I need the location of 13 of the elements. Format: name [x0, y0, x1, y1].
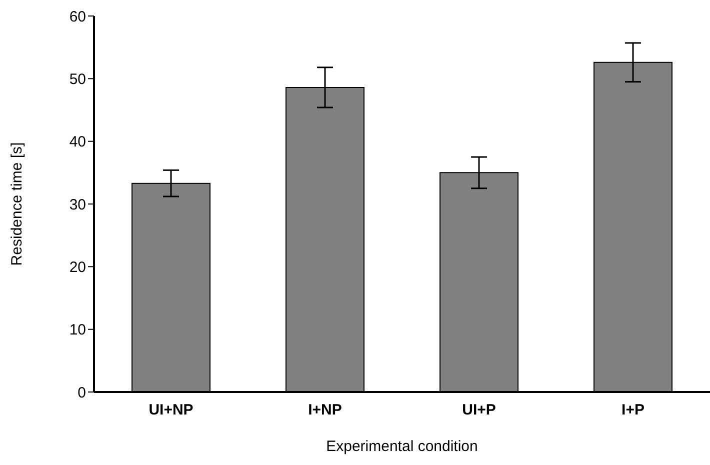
x-tick-label: I+P — [622, 402, 644, 419]
x-tick-label: I+NP — [308, 402, 342, 419]
y-tick-label: 40 — [69, 134, 86, 151]
x-tick-label: UI+P — [462, 402, 496, 419]
y-tick-label: 60 — [69, 8, 86, 26]
x-axis-title: Experimental condition — [326, 438, 478, 455]
y-tick-label: 50 — [69, 70, 86, 88]
y-tick-label: 0 — [78, 384, 86, 402]
x-tick-label: UI+NP — [148, 402, 194, 419]
y-tick-label: 20 — [69, 258, 86, 276]
y-axis-title: Residence time [s] — [8, 142, 26, 266]
y-tick-label: 10 — [69, 322, 86, 339]
y-tick-label: 30 — [69, 196, 86, 214]
